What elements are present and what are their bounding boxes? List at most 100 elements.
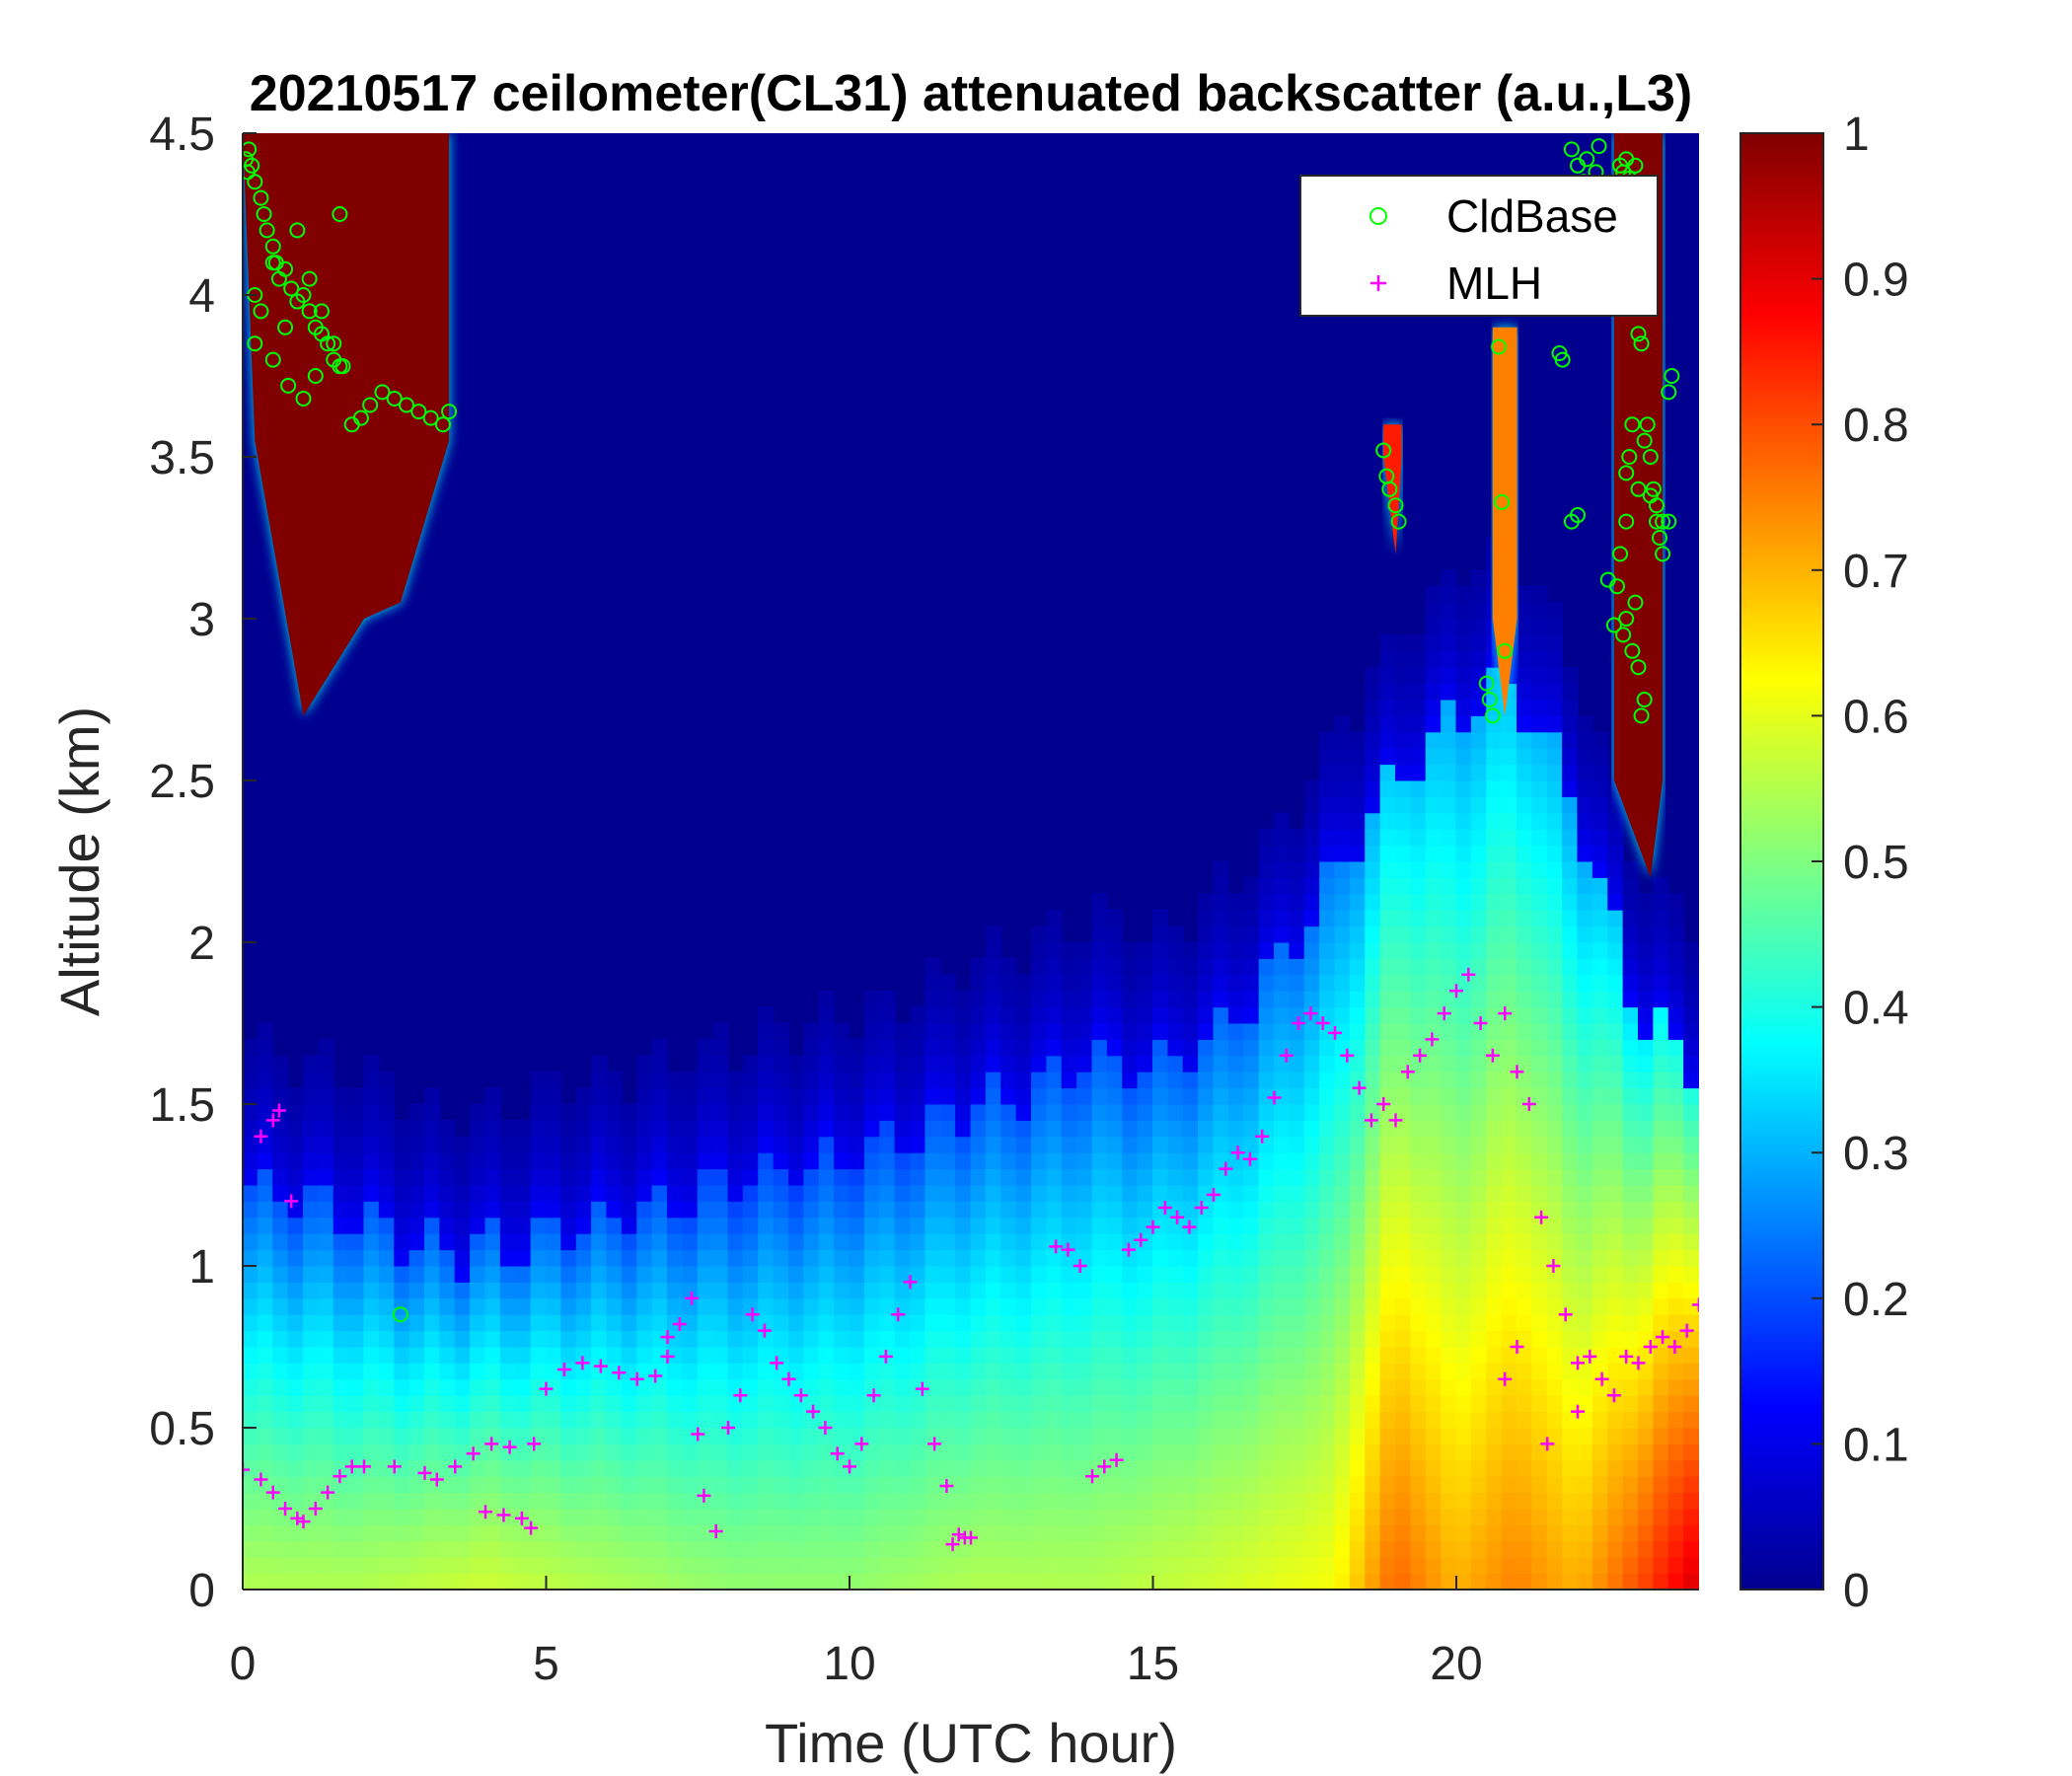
mlh-point	[1328, 1025, 1342, 1040]
heatmap-cell	[333, 1087, 350, 1105]
heatmap-cell	[1531, 1055, 1548, 1073]
heatmap-cell	[1577, 1006, 1593, 1024]
heatmap-cell	[1531, 1346, 1548, 1364]
heatmap-cell	[1167, 990, 1184, 1008]
heatmap-cell	[1501, 860, 1517, 878]
heatmap-cell	[1486, 1394, 1503, 1413]
heatmap-cell	[1455, 1427, 1472, 1444]
heatmap-cell	[1303, 795, 1321, 814]
cldbase-point	[422, 409, 439, 426]
heatmap-cell	[1591, 1184, 1609, 1202]
cldbase-point	[352, 409, 369, 426]
heatmap-cell	[894, 1200, 911, 1219]
heatmap-cell	[1319, 1492, 1336, 1510]
heatmap-cell	[1638, 1394, 1655, 1413]
heatmap-cell	[1167, 1151, 1184, 1170]
heatmap-cell	[712, 1119, 729, 1138]
y-tick-label: 3	[188, 594, 215, 646]
heatmap-cell	[1395, 1184, 1412, 1202]
heatmap-cell	[1517, 845, 1533, 862]
heatmap-cell	[348, 1136, 365, 1153]
cldbase-point	[247, 335, 263, 352]
mlh-point	[1157, 1200, 1172, 1215]
heatmap-cell	[697, 1217, 714, 1234]
heatmap-cell	[1000, 1411, 1017, 1429]
heatmap-cell	[394, 1330, 410, 1348]
heatmap-cell	[758, 1217, 775, 1234]
heatmap-cell	[682, 1265, 699, 1283]
heatmap-cell	[1349, 941, 1367, 959]
heatmap-cell	[834, 1508, 851, 1525]
heatmap-cell	[1076, 1217, 1093, 1234]
heatmap-cell	[1046, 1281, 1063, 1299]
heatmap-cell	[1410, 925, 1427, 943]
heatmap-cell	[1152, 1217, 1169, 1234]
heatmap-cell	[1334, 974, 1351, 992]
heatmap-cell	[1546, 812, 1564, 830]
heatmap-cell	[1562, 666, 1579, 685]
heatmap-cell	[985, 925, 1002, 943]
heatmap-cell	[1562, 1556, 1579, 1575]
heatmap-cell	[1243, 1184, 1260, 1202]
heatmap-cell	[318, 1055, 334, 1073]
heatmap-cell	[1562, 1362, 1579, 1380]
heatmap-cell	[1031, 1346, 1048, 1364]
heatmap-cell	[955, 1151, 972, 1170]
heatmap-cell	[243, 1151, 259, 1170]
heatmap-cell	[1395, 1038, 1412, 1057]
heatmap-cell	[773, 1249, 789, 1267]
heatmap-cell	[1227, 1151, 1245, 1170]
heatmap-cell	[1198, 1232, 1215, 1251]
heatmap-cell	[439, 1184, 456, 1202]
heatmap-cell	[788, 1136, 805, 1153]
heatmap-cell	[1486, 893, 1503, 911]
heatmap-cell	[1395, 731, 1412, 749]
heatmap-cell	[333, 1281, 350, 1299]
heatmap-cell	[1213, 1346, 1229, 1364]
heatmap-cell	[1289, 974, 1305, 992]
mlh-point	[1315, 1016, 1330, 1030]
heatmap-cell	[1517, 1168, 1533, 1186]
heatmap-cell	[1486, 795, 1503, 814]
heatmap-cell	[667, 1119, 684, 1138]
heatmap-cell	[272, 1071, 289, 1089]
heatmap-cell	[879, 1313, 896, 1332]
heatmap-cell	[272, 1540, 289, 1558]
mlh-point	[321, 1485, 335, 1500]
heatmap-cell	[1303, 1540, 1321, 1558]
heatmap-cell	[1683, 1378, 1699, 1396]
heatmap-cell	[1517, 1151, 1533, 1170]
heatmap-cell	[1546, 683, 1564, 701]
heatmap-cell	[727, 1523, 744, 1542]
heatmap-cell	[287, 1217, 304, 1234]
heatmap-cell	[243, 1119, 259, 1138]
heatmap-cell	[606, 1071, 623, 1089]
heatmap-cell	[985, 957, 1002, 976]
heatmap-cell	[1517, 764, 1533, 781]
heatmap-cell	[1015, 1330, 1032, 1348]
colorbar: 00.10.20.30.40.50.60.70.80.91	[1739, 109, 1909, 1617]
cldbase-point	[1478, 675, 1495, 692]
y-tick-label: 1	[188, 1241, 215, 1294]
heatmap-cell	[1591, 1330, 1609, 1348]
heatmap-cell	[712, 1394, 729, 1413]
heatmap-cell	[363, 1087, 380, 1105]
mlh-point	[1194, 1200, 1209, 1215]
cldbase-point	[259, 222, 275, 239]
heatmap-cell	[1046, 1038, 1063, 1057]
heatmap-cell	[470, 1378, 486, 1396]
heatmap-cell	[408, 1556, 425, 1575]
heatmap-cell	[1638, 1540, 1655, 1558]
heatmap-cell	[1577, 1087, 1593, 1105]
heatmap-cell	[834, 1038, 851, 1057]
heatmap-cell	[1319, 1119, 1336, 1138]
heatmap-cell	[424, 1443, 441, 1461]
heatmap-cell	[1683, 957, 1699, 976]
heatmap-cell	[621, 1508, 638, 1525]
heatmap-cell	[1152, 1394, 1169, 1413]
heatmap-cell	[439, 1281, 456, 1299]
heatmap-cell	[1000, 1038, 1017, 1057]
heatmap-cell	[515, 1297, 532, 1315]
heatmap-cell	[894, 1022, 911, 1040]
heatmap-cell	[243, 1540, 259, 1558]
